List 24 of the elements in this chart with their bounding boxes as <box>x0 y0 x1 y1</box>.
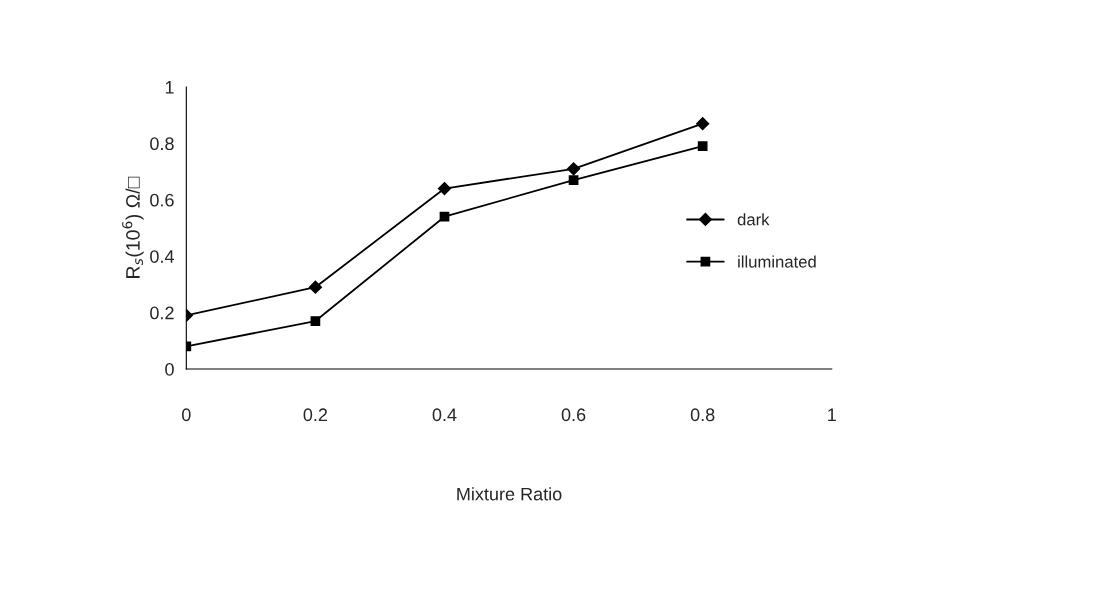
y-tick-label: 0 <box>165 362 174 376</box>
x-tick-label: 0.4 <box>432 408 457 422</box>
legend-label: dark <box>737 213 770 226</box>
y-tick-label: 1 <box>165 81 174 94</box>
y-axis-title: R$_{s}$(10$^{6}$) Ω/□ <box>122 176 144 278</box>
x-tick-label: 0.8 <box>690 408 715 422</box>
x-axis-title: Mixture Ratio <box>457 487 562 501</box>
legend-label: illuminated <box>738 255 816 268</box>
point <box>568 175 579 185</box>
point <box>310 316 321 326</box>
y-tick-label: 0.2 <box>150 306 174 320</box>
point <box>437 181 452 196</box>
y-tick-label: 0.4 <box>150 250 174 263</box>
x-tick-label: 0.2 <box>303 408 328 422</box>
y-tick-label: 0.6 <box>150 193 174 207</box>
point <box>697 141 708 152</box>
x-tick-label: 0 <box>182 408 191 422</box>
point <box>439 211 450 222</box>
x-tick-label: 1 <box>828 408 836 421</box>
point <box>308 280 322 294</box>
x-tick-label: 0.6 <box>561 408 586 422</box>
y-tick-label: 0.8 <box>150 137 174 151</box>
point <box>696 117 710 131</box>
point <box>566 162 581 176</box>
